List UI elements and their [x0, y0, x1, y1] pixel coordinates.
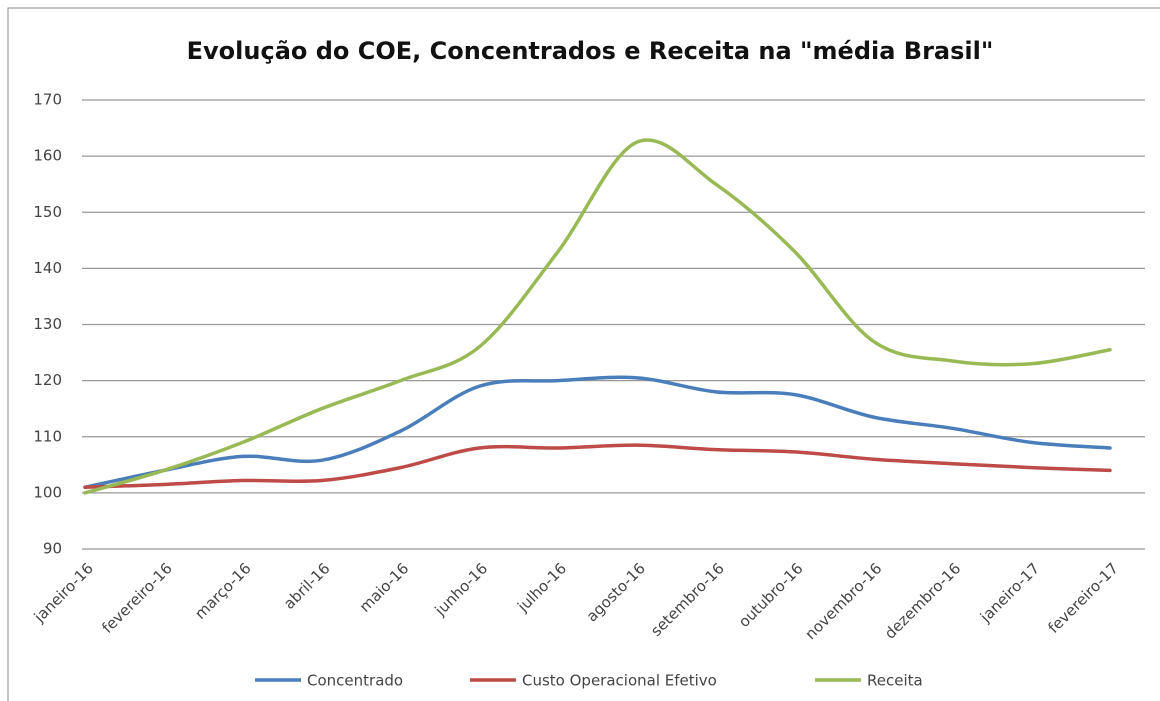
y-tick-label: 160	[33, 147, 62, 165]
chart-border	[7, 7, 1160, 701]
y-tick-label: 150	[33, 203, 62, 221]
series-line	[83, 375, 1112, 490]
y-tick-label: 130	[33, 315, 62, 333]
chart-title: Evolução do COE, Concentrados e Receita …	[187, 37, 994, 65]
legend-label: Receita	[867, 672, 923, 690]
y-tick-label: 140	[33, 259, 62, 277]
legend-label: Concentrado	[307, 672, 403, 690]
y-tick-label: 90	[43, 540, 62, 558]
y-tick-label: 170	[33, 91, 62, 109]
y-tick-label: 100	[33, 483, 62, 501]
y-tick-label: 110	[33, 427, 62, 445]
legend-label: Custo Operacional Efetivo	[522, 672, 717, 690]
y-tick-label: 120	[33, 371, 62, 389]
series-line	[83, 443, 1112, 490]
series-line	[83, 138, 1112, 495]
